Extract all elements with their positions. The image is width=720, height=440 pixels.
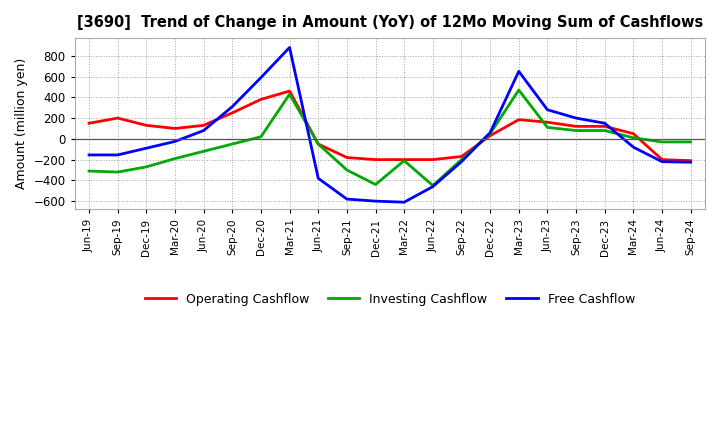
Free Cashflow (657, 159, 666, 164)
Investing Cashflow (428, 183, 437, 188)
Free Cashflow (343, 196, 351, 202)
Title: [3690]  Trend of Change in Amount (YoY) of 12Mo Moving Sum of Cashflows: [3690] Trend of Change in Amount (YoY) o… (77, 15, 703, 30)
Free Cashflow (515, 69, 523, 74)
Investing Cashflow (199, 149, 208, 154)
Free Cashflow (199, 128, 208, 133)
Operating Cashflow (600, 124, 609, 129)
Operating Cashflow (629, 131, 638, 136)
Investing Cashflow (343, 167, 351, 172)
Investing Cashflow (486, 131, 495, 136)
Free Cashflow (256, 75, 265, 80)
Operating Cashflow (657, 157, 666, 162)
Operating Cashflow (457, 154, 466, 159)
Operating Cashflow (543, 120, 552, 125)
Investing Cashflow (256, 134, 265, 139)
Free Cashflow (113, 152, 122, 158)
Operating Cashflow (515, 117, 523, 122)
Investing Cashflow (314, 141, 323, 147)
Investing Cashflow (228, 141, 237, 147)
Operating Cashflow (228, 110, 237, 116)
Free Cashflow (171, 139, 179, 144)
Legend: Operating Cashflow, Investing Cashflow, Free Cashflow: Operating Cashflow, Investing Cashflow, … (140, 288, 640, 311)
Line: Operating Cashflow: Operating Cashflow (89, 91, 690, 161)
Free Cashflow (629, 144, 638, 150)
Free Cashflow (686, 160, 695, 165)
Y-axis label: Amount (million yen): Amount (million yen) (15, 58, 28, 189)
Operating Cashflow (256, 97, 265, 102)
Free Cashflow (314, 176, 323, 181)
Operating Cashflow (343, 155, 351, 160)
Investing Cashflow (400, 158, 408, 163)
Operating Cashflow (486, 133, 495, 138)
Free Cashflow (142, 146, 150, 151)
Operating Cashflow (85, 121, 94, 126)
Operating Cashflow (113, 115, 122, 121)
Investing Cashflow (515, 88, 523, 93)
Investing Cashflow (600, 128, 609, 133)
Investing Cashflow (543, 125, 552, 130)
Free Cashflow (572, 115, 580, 121)
Operating Cashflow (142, 123, 150, 128)
Operating Cashflow (572, 124, 580, 129)
Free Cashflow (486, 130, 495, 135)
Line: Investing Cashflow: Investing Cashflow (89, 90, 690, 186)
Operating Cashflow (314, 141, 323, 147)
Free Cashflow (85, 152, 94, 158)
Free Cashflow (400, 200, 408, 205)
Free Cashflow (285, 45, 294, 50)
Operating Cashflow (428, 157, 437, 162)
Operating Cashflow (199, 123, 208, 128)
Free Cashflow (428, 184, 437, 189)
Free Cashflow (457, 159, 466, 164)
Investing Cashflow (657, 139, 666, 145)
Investing Cashflow (85, 169, 94, 174)
Investing Cashflow (285, 92, 294, 97)
Investing Cashflow (457, 157, 466, 162)
Operating Cashflow (400, 157, 408, 162)
Investing Cashflow (372, 182, 380, 187)
Investing Cashflow (171, 156, 179, 161)
Line: Free Cashflow: Free Cashflow (89, 48, 690, 202)
Free Cashflow (372, 198, 380, 204)
Investing Cashflow (629, 135, 638, 140)
Operating Cashflow (171, 126, 179, 131)
Investing Cashflow (686, 139, 695, 145)
Investing Cashflow (572, 128, 580, 133)
Free Cashflow (228, 104, 237, 109)
Operating Cashflow (686, 158, 695, 163)
Operating Cashflow (285, 88, 294, 94)
Operating Cashflow (372, 157, 380, 162)
Free Cashflow (543, 107, 552, 112)
Investing Cashflow (113, 169, 122, 175)
Free Cashflow (600, 121, 609, 126)
Investing Cashflow (142, 164, 150, 169)
